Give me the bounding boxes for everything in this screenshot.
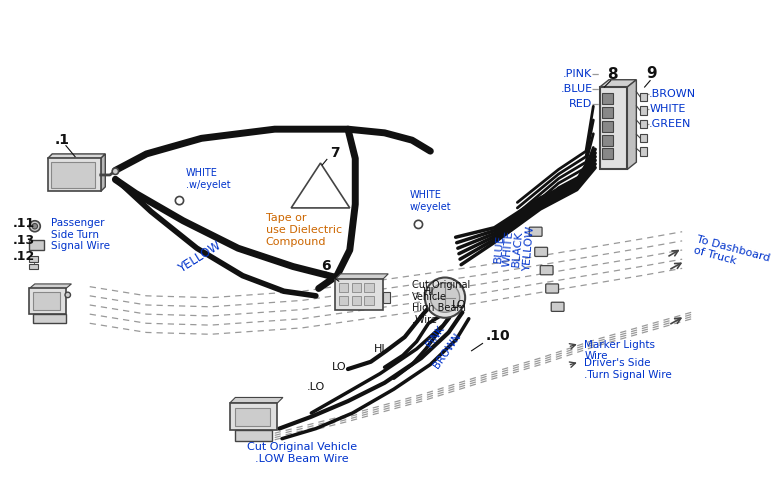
FancyBboxPatch shape bbox=[601, 94, 613, 104]
Text: BLACK: BLACK bbox=[510, 229, 524, 267]
Text: LO: LO bbox=[332, 362, 346, 372]
Polygon shape bbox=[600, 80, 636, 87]
Circle shape bbox=[175, 196, 183, 205]
Text: Cut Original
Vehicle
High Beam
.Wire: Cut Original Vehicle High Beam .Wire bbox=[412, 280, 470, 325]
Circle shape bbox=[65, 292, 70, 298]
Text: To Dashboard
of Truck: To Dashboard of Truck bbox=[692, 234, 771, 275]
Text: RED: RED bbox=[569, 99, 592, 109]
Circle shape bbox=[112, 168, 119, 174]
Text: HI: HI bbox=[423, 287, 434, 297]
Text: LO: LO bbox=[453, 300, 467, 310]
Text: PINK: PINK bbox=[425, 325, 446, 350]
Text: WHITE: WHITE bbox=[502, 229, 515, 267]
Bar bbox=[365, 296, 374, 305]
Bar bbox=[29, 257, 39, 262]
FancyBboxPatch shape bbox=[29, 240, 44, 250]
FancyBboxPatch shape bbox=[640, 134, 648, 142]
Circle shape bbox=[425, 278, 465, 318]
FancyBboxPatch shape bbox=[48, 158, 101, 191]
Text: WHITE
w/eyelet: WHITE w/eyelet bbox=[409, 190, 451, 211]
Text: .GREEN: .GREEN bbox=[649, 119, 692, 129]
Text: YELLOW: YELLOW bbox=[522, 225, 536, 272]
Polygon shape bbox=[48, 154, 106, 158]
FancyBboxPatch shape bbox=[540, 266, 553, 275]
Bar bbox=[352, 283, 361, 292]
Circle shape bbox=[430, 283, 460, 312]
Text: 6: 6 bbox=[322, 259, 331, 273]
Text: .BROWN: .BROWN bbox=[649, 89, 696, 99]
FancyBboxPatch shape bbox=[601, 107, 613, 118]
FancyBboxPatch shape bbox=[601, 148, 613, 159]
FancyBboxPatch shape bbox=[230, 403, 278, 430]
Polygon shape bbox=[101, 154, 106, 191]
Text: 9: 9 bbox=[647, 66, 657, 81]
Bar bbox=[338, 296, 348, 305]
FancyBboxPatch shape bbox=[640, 120, 648, 128]
Text: WHITE
.w/eyelet: WHITE .w/eyelet bbox=[186, 168, 231, 189]
Bar bbox=[352, 296, 361, 305]
FancyBboxPatch shape bbox=[33, 292, 60, 311]
FancyBboxPatch shape bbox=[29, 289, 66, 314]
Text: .13: .13 bbox=[13, 233, 35, 246]
FancyBboxPatch shape bbox=[33, 314, 66, 323]
Polygon shape bbox=[628, 80, 636, 169]
Text: BROWN: BROWN bbox=[431, 331, 463, 370]
Text: .LO: .LO bbox=[307, 382, 325, 392]
Text: .1: .1 bbox=[55, 133, 69, 147]
FancyBboxPatch shape bbox=[600, 87, 628, 169]
Text: Cut Original Vehicle
.LOW Beam Wire: Cut Original Vehicle .LOW Beam Wire bbox=[247, 442, 357, 464]
FancyBboxPatch shape bbox=[335, 280, 382, 311]
Text: 8: 8 bbox=[608, 67, 618, 82]
FancyBboxPatch shape bbox=[535, 247, 547, 257]
Text: Tape or
use Dielectric
Compound: Tape or use Dielectric Compound bbox=[265, 213, 342, 246]
Text: .11: .11 bbox=[13, 217, 35, 230]
Text: .12: .12 bbox=[13, 250, 35, 263]
FancyBboxPatch shape bbox=[235, 407, 270, 426]
Bar bbox=[338, 283, 348, 292]
Text: Marker Lights
Wire: Marker Lights Wire bbox=[584, 340, 655, 361]
Text: HI: HI bbox=[374, 344, 386, 354]
FancyBboxPatch shape bbox=[601, 135, 613, 146]
FancyBboxPatch shape bbox=[52, 162, 96, 188]
FancyBboxPatch shape bbox=[640, 93, 648, 101]
FancyBboxPatch shape bbox=[551, 302, 564, 312]
Polygon shape bbox=[29, 284, 72, 289]
FancyBboxPatch shape bbox=[382, 292, 390, 303]
FancyBboxPatch shape bbox=[601, 121, 613, 132]
Bar bbox=[29, 264, 39, 269]
FancyBboxPatch shape bbox=[640, 147, 648, 156]
Text: YELLOW: YELLOW bbox=[176, 239, 224, 276]
Bar bbox=[365, 283, 374, 292]
Text: .PINK: .PINK bbox=[563, 69, 592, 79]
FancyBboxPatch shape bbox=[529, 227, 542, 236]
Polygon shape bbox=[230, 397, 283, 403]
Circle shape bbox=[414, 220, 423, 228]
Text: BLUE: BLUE bbox=[493, 233, 505, 263]
Circle shape bbox=[29, 221, 40, 232]
FancyBboxPatch shape bbox=[235, 430, 272, 441]
FancyBboxPatch shape bbox=[640, 106, 648, 115]
Circle shape bbox=[32, 223, 38, 229]
Text: .BLUE: .BLUE bbox=[561, 84, 592, 94]
Text: Driver's Side
.Turn Signal Wire: Driver's Side .Turn Signal Wire bbox=[584, 358, 672, 380]
FancyBboxPatch shape bbox=[546, 284, 558, 293]
Text: Passenger
Side Turn
Signal Wire: Passenger Side Turn Signal Wire bbox=[52, 218, 110, 251]
Text: .10: .10 bbox=[485, 329, 510, 343]
Text: WHITE: WHITE bbox=[649, 104, 685, 114]
Polygon shape bbox=[335, 274, 389, 280]
Text: 7: 7 bbox=[330, 146, 339, 160]
